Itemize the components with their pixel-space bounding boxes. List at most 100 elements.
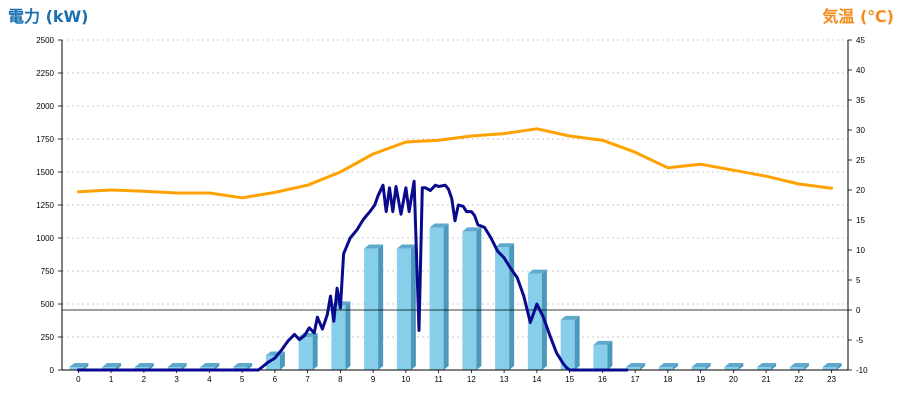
- x-tick-label: 7: [305, 375, 310, 384]
- bar-side: [279, 351, 285, 370]
- bar-top: [134, 363, 154, 367]
- power-bars: [69, 223, 842, 370]
- bar-side: [312, 333, 318, 370]
- bar: [396, 248, 411, 370]
- x-tick-label: 14: [532, 375, 541, 384]
- bar-top: [626, 363, 646, 367]
- bar-side: [771, 363, 777, 370]
- bar-side: [574, 315, 580, 370]
- bar-top: [593, 340, 613, 345]
- bar-side: [443, 223, 449, 370]
- bar-top: [724, 363, 744, 367]
- x-tick-label: 18: [663, 375, 672, 384]
- bar-side: [738, 363, 744, 370]
- right-tick-label: 35: [856, 96, 865, 105]
- x-tick-label: 17: [631, 375, 640, 384]
- right-tick-label: -5: [856, 336, 864, 345]
- bar: [593, 344, 608, 370]
- bar-side: [83, 363, 89, 370]
- axes: [58, 39, 852, 373]
- bar-top: [200, 363, 220, 367]
- x-tick-label: 8: [338, 375, 343, 384]
- left-tick-label: 1250: [36, 201, 54, 210]
- bar-side: [607, 340, 613, 370]
- bar-side: [705, 363, 711, 370]
- right-tick-label: 15: [856, 216, 865, 225]
- bar: [462, 231, 477, 370]
- x-tick-label: 23: [827, 375, 836, 384]
- left-tick-label: 250: [41, 333, 55, 342]
- left-tick-label: 2500: [36, 36, 54, 45]
- x-tick-label: 19: [696, 375, 705, 384]
- chart-lines: [76, 127, 834, 372]
- left-tick-label: 500: [41, 300, 55, 309]
- right-tick-label: 30: [856, 126, 865, 135]
- bar-side: [214, 363, 220, 370]
- bar-top: [69, 363, 89, 367]
- x-tick-label: 9: [371, 375, 376, 384]
- bar: [626, 367, 641, 370]
- left-tick-label: 2000: [36, 102, 54, 111]
- bar-top: [364, 244, 384, 249]
- right-tick-label: 5: [856, 276, 861, 285]
- bar: [560, 319, 575, 370]
- bar: [69, 367, 84, 370]
- x-tick-label: 4: [207, 375, 212, 384]
- bar-top: [233, 363, 253, 367]
- left-tick-label: 0: [50, 366, 55, 375]
- left-axis-label: 電力 (kW): [8, 7, 89, 26]
- right-tick-label: 25: [856, 156, 865, 165]
- bar-top: [822, 363, 842, 367]
- x-tick-label: 2: [142, 375, 147, 384]
- bar-top: [789, 363, 809, 367]
- bar-top: [429, 223, 449, 228]
- bar-top: [757, 363, 777, 367]
- right-tick-label: -10: [856, 366, 868, 375]
- bar-top: [167, 363, 187, 367]
- bar: [757, 367, 772, 370]
- left-tick-label: 1500: [36, 168, 54, 177]
- x-tick-label: 11: [434, 375, 443, 384]
- bar: [691, 367, 706, 370]
- bar-top: [527, 269, 547, 274]
- bar: [364, 248, 379, 370]
- x-tick-label: 0: [76, 375, 81, 384]
- x-tick-label: 15: [565, 375, 574, 384]
- bar-side: [803, 363, 809, 370]
- temperature-line: [76, 127, 834, 200]
- bar-side: [476, 227, 482, 370]
- bar-side: [181, 363, 187, 370]
- bar-side: [116, 363, 122, 370]
- bar-side: [410, 244, 416, 370]
- x-tick-label: 1: [109, 375, 114, 384]
- bar-side: [345, 301, 351, 370]
- x-tick-label: 16: [598, 375, 607, 384]
- x-tick-label: 5: [240, 375, 245, 384]
- bar-side: [378, 244, 384, 370]
- right-axis-label: 気温 (℃): [822, 7, 894, 26]
- grid-lines: [62, 39, 848, 338]
- x-tick-label: 10: [401, 375, 410, 384]
- bar: [527, 273, 542, 370]
- bar: [495, 247, 510, 370]
- x-tick-label: 13: [500, 375, 509, 384]
- bar-top: [495, 243, 515, 248]
- left-tick-label: 1000: [36, 234, 54, 243]
- bar-top: [560, 315, 580, 320]
- power-line: [76, 179, 629, 372]
- bar-top: [102, 363, 122, 367]
- right-tick-label: 10: [856, 246, 865, 255]
- right-tick-label: 20: [856, 186, 865, 195]
- right-tick-label: 45: [856, 36, 865, 45]
- bar-side: [836, 363, 842, 370]
- bar: [429, 227, 444, 370]
- x-tick-label: 3: [174, 375, 179, 384]
- bar: [789, 367, 804, 370]
- left-tick-label: 1750: [36, 135, 54, 144]
- left-tick-label: 2250: [36, 69, 54, 78]
- x-tick-label: 6: [273, 375, 278, 384]
- bar-side: [509, 243, 515, 370]
- bar: [658, 367, 673, 370]
- left-tick-label: 750: [41, 267, 55, 276]
